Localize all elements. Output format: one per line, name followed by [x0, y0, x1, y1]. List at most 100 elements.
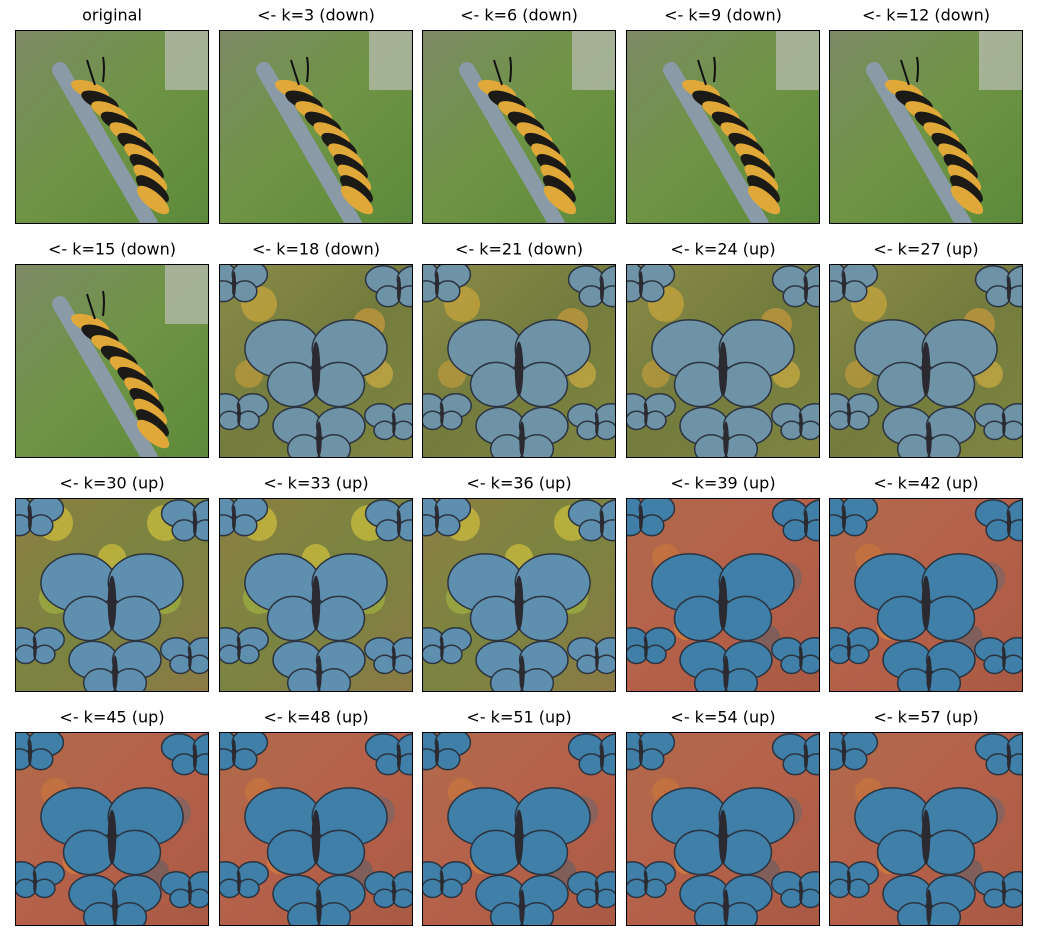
body [718, 341, 728, 397]
wing [169, 654, 192, 675]
wing [469, 595, 523, 642]
body-segment [747, 185, 781, 215]
wing [232, 748, 258, 771]
wing [829, 644, 851, 665]
panel-frame [626, 30, 820, 224]
wing [799, 654, 820, 675]
wing [392, 420, 413, 441]
body [397, 744, 401, 770]
wing [489, 901, 525, 926]
branch [256, 62, 362, 224]
wing [780, 654, 803, 675]
wing [829, 280, 846, 303]
wing [922, 361, 976, 408]
body [847, 870, 851, 894]
image-panel [219, 30, 413, 224]
panel-title: <- k=3 (down) [257, 6, 375, 25]
wing [312, 361, 366, 408]
wing [595, 888, 616, 909]
wing [829, 410, 851, 431]
body [435, 739, 439, 765]
body [926, 889, 932, 925]
wing [62, 595, 116, 642]
wing [392, 888, 413, 909]
wing [422, 644, 444, 665]
wing [983, 888, 1006, 909]
image-panel [626, 498, 820, 692]
wing [28, 514, 54, 537]
panel-title: <- k=9 (down) [664, 6, 782, 25]
body [392, 880, 396, 904]
wing [232, 514, 258, 537]
wing [286, 901, 322, 926]
wing [422, 878, 444, 899]
wing [286, 667, 322, 692]
branch [52, 296, 158, 458]
wing [392, 654, 413, 675]
wing [219, 280, 236, 303]
wing [576, 654, 599, 675]
body [804, 276, 808, 302]
body [921, 341, 931, 397]
panel-frame [422, 498, 616, 692]
body [847, 636, 851, 660]
image-panel [829, 498, 1023, 692]
wing [188, 654, 209, 675]
wing [576, 420, 599, 441]
wing [922, 595, 976, 642]
wing [693, 667, 729, 692]
body [842, 505, 846, 531]
wing [896, 901, 932, 926]
wing [626, 748, 643, 771]
wing [983, 420, 1006, 441]
body [519, 889, 525, 925]
wing [985, 519, 1011, 542]
wing [519, 901, 555, 926]
image-panel [422, 732, 616, 926]
panel-frame [829, 732, 1023, 926]
body [193, 510, 197, 536]
panel-frame [829, 498, 1023, 692]
panel-frame [219, 732, 413, 926]
wing [237, 644, 260, 665]
wing [422, 280, 439, 303]
body-segment [949, 175, 983, 203]
wing [312, 595, 366, 642]
panel-title: <- k=24 (up) [670, 240, 775, 259]
wing [33, 644, 56, 665]
body [595, 412, 599, 436]
wing [316, 901, 352, 926]
panel-frame [15, 498, 209, 692]
wing [876, 595, 930, 642]
antenna [86, 290, 105, 320]
blur-patch [165, 264, 209, 324]
wing [108, 829, 162, 876]
branch [52, 62, 158, 224]
body [799, 412, 803, 436]
body [799, 646, 803, 670]
body [397, 510, 401, 536]
wing [780, 420, 803, 441]
body [232, 739, 236, 765]
panel-title: <- k=30 (up) [59, 474, 164, 493]
body [799, 880, 803, 904]
wing [782, 285, 808, 308]
wing [829, 878, 851, 899]
wing [876, 829, 930, 876]
body [600, 276, 604, 302]
panel-frame [829, 30, 1023, 224]
wing [219, 410, 241, 431]
wing [693, 901, 729, 926]
body [600, 510, 604, 536]
body-segment [542, 175, 576, 203]
body [514, 341, 524, 397]
wing [644, 878, 667, 899]
wing [373, 654, 396, 675]
wing [312, 829, 366, 876]
wing [719, 595, 773, 642]
body [440, 870, 444, 894]
panel-frame [422, 732, 616, 926]
wing [985, 753, 1011, 776]
wing [219, 644, 241, 665]
wing [876, 361, 930, 408]
